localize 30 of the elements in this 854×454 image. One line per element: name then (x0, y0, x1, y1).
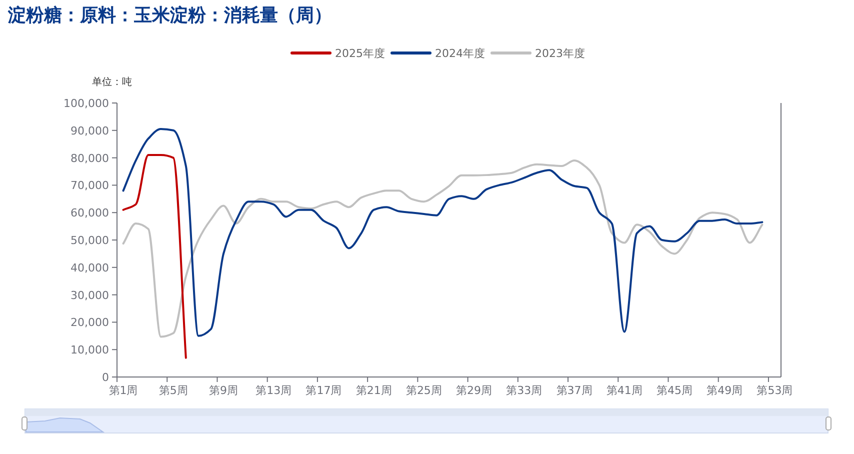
y-tick-label: 30,000 (70, 288, 109, 302)
y-tick-label: 10,000 (70, 344, 109, 357)
x-tick-label: 第1周 (108, 384, 138, 397)
y-tick-label: 40,000 (70, 261, 109, 274)
y-tick-label: 100,000 (64, 97, 109, 110)
x-tick-label: 第33周 (506, 384, 542, 397)
legend-label: 2023年度 (535, 47, 585, 60)
x-tick-label: 第45周 (656, 384, 693, 397)
legend-label: 2025年度 (335, 47, 385, 60)
x-tick-label: 第13周 (256, 384, 292, 397)
legend-label: 2024年度 (435, 47, 485, 60)
text: 单位：吨 (92, 76, 132, 88)
chart-title: 淀粉糖：原料：玉米淀粉：消耗量（周） (7, 5, 332, 26)
x-tick-label: 第29周 (456, 384, 492, 397)
x-tick-label: 第49周 (706, 384, 743, 397)
x-tick-label: 第9周 (208, 384, 238, 397)
x-tick-label: 第25周 (406, 384, 442, 397)
y-tick-label: 70,000 (70, 179, 109, 192)
x-tick-label: 第41周 (606, 384, 642, 397)
y-tick-label: 60,000 (70, 206, 109, 220)
x-tick-label: 第17周 (306, 384, 342, 397)
x-tick-label: 第5周 (158, 384, 188, 397)
x-tick-label: 第37周 (556, 384, 592, 397)
x-tick-label: 第53周 (756, 384, 793, 397)
y-tick-label: 20,000 (70, 316, 109, 330)
y-tick-label: 90,000 (70, 124, 109, 138)
y-tick-label: 0 (102, 371, 109, 384)
x-tick-label: 第21周 (356, 384, 392, 397)
y-tick-label: 50,000 (70, 234, 109, 247)
y-tick-label: 80,000 (70, 152, 109, 165)
